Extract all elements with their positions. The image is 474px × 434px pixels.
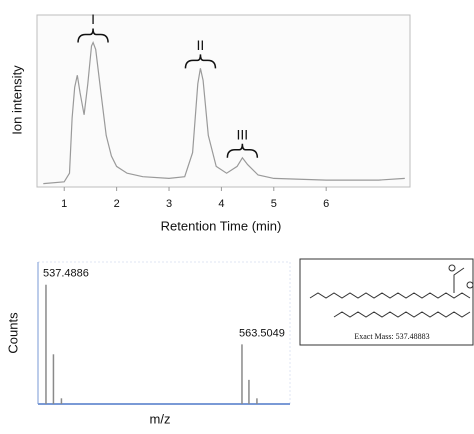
x-axis-title: m/z <box>150 411 171 426</box>
chain <box>333 311 471 318</box>
y-axis-title: Ion intensity <box>9 65 24 135</box>
x-axis-title: Retention Time (min) <box>161 218 282 233</box>
x-tick-label: 4 <box>218 198 224 210</box>
peak-label: 563.5049 <box>239 327 285 339</box>
peak-bracket <box>226 143 259 158</box>
x-tick-label: 2 <box>114 198 120 210</box>
chromatogram-frame <box>36 14 411 188</box>
y-axis-title: Counts <box>5 312 20 354</box>
chain <box>309 292 471 299</box>
chromatogram-line <box>43 40 405 185</box>
peak-bracket <box>184 54 217 69</box>
x-tick-label: 1 <box>61 198 67 210</box>
peak-label: 537.4886 <box>43 268 89 280</box>
x-tick-label: 3 <box>166 198 172 210</box>
atom <box>466 281 474 289</box>
peak-label: III <box>237 126 249 142</box>
structure-frame <box>299 258 474 346</box>
peak-bracket <box>77 28 109 43</box>
x-tick-label: 5 <box>271 198 277 210</box>
caption: Exact Mass: 537.48883 <box>354 332 429 341</box>
structure: Exact Mass: 537.48883 <box>299 258 474 346</box>
peak-label: I <box>91 11 95 27</box>
peak-label: II <box>197 37 205 53</box>
bond <box>453 267 465 293</box>
x-tick-label: 6 <box>323 198 329 210</box>
spectrum-frame <box>37 261 291 405</box>
atom <box>448 264 456 272</box>
